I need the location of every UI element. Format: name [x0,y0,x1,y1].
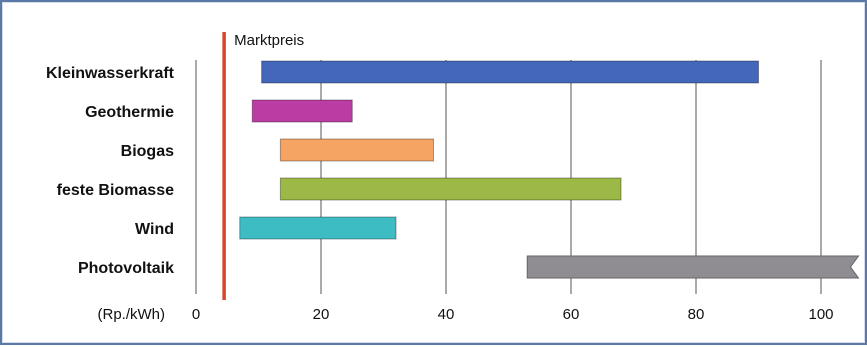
x-tick-label: 0 [192,306,200,323]
x-tick-label: 100 [808,306,833,323]
x-tick-labels: 0 20 40 60 80 100 [192,306,834,323]
x-tick-label: 40 [438,306,455,323]
bar-geothermie [251,99,353,123]
grid-lines [195,60,822,294]
x-tick-label: 20 [313,306,330,323]
category-label: Biogas [121,143,174,160]
bar-wind [239,216,397,240]
category-label: feste Biomasse [57,182,174,199]
category-labels: Kleinwasserkraft Geothermie Biogas feste Bi… [46,65,175,277]
market-price-marker: Marktpreis [222,32,304,300]
bar-kleinwasserkraft [261,60,759,84]
x-unit-label: (Rp./kWh) [98,306,166,323]
bar-photovoltaik [526,255,860,279]
bar-biogas [279,138,434,162]
market-price-label: Marktpreis [234,32,304,49]
x-tick-label: 60 [563,306,580,323]
category-label: Photovoltaik [78,260,174,277]
category-label: Kleinwasserkraft [46,65,175,82]
bar-feste-biomasse [279,177,622,201]
x-tick-label: 80 [688,306,705,323]
range-bars [239,60,860,279]
category-label: Geothermie [85,104,174,121]
category-label: Wind [135,221,174,238]
